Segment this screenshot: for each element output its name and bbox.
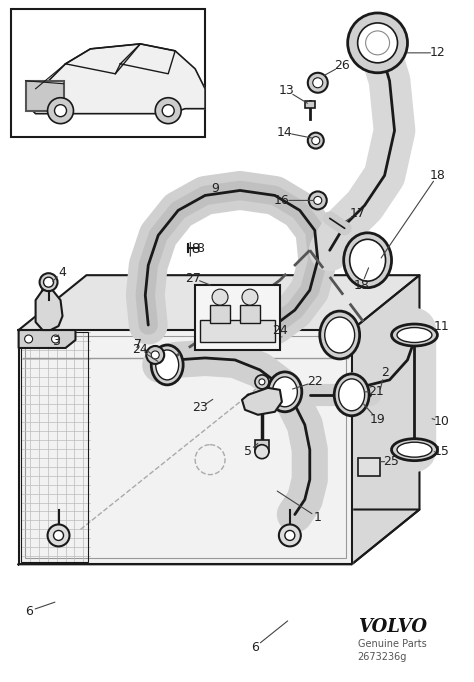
- Polygon shape: [18, 330, 75, 348]
- Circle shape: [309, 192, 327, 209]
- Bar: [200, 320, 275, 342]
- Ellipse shape: [151, 345, 183, 385]
- Bar: [240, 305, 260, 323]
- Circle shape: [47, 98, 73, 123]
- Text: 2673236g: 2673236g: [358, 652, 407, 662]
- Circle shape: [259, 379, 265, 385]
- Circle shape: [285, 531, 295, 540]
- Circle shape: [55, 105, 66, 117]
- Text: 25: 25: [383, 455, 400, 468]
- Text: 10: 10: [433, 415, 449, 428]
- Text: 6: 6: [25, 605, 33, 618]
- Text: 18: 18: [354, 279, 370, 292]
- Polygon shape: [18, 330, 352, 564]
- Circle shape: [313, 78, 323, 88]
- Circle shape: [54, 531, 64, 540]
- Ellipse shape: [397, 327, 432, 342]
- Text: 5: 5: [244, 445, 252, 458]
- Circle shape: [52, 335, 60, 343]
- Text: 17: 17: [350, 207, 365, 220]
- Circle shape: [308, 132, 324, 149]
- Circle shape: [47, 524, 70, 546]
- Text: 14: 14: [277, 126, 293, 139]
- Text: VOLVO: VOLVO: [358, 618, 427, 636]
- Circle shape: [255, 445, 269, 459]
- Circle shape: [242, 289, 258, 305]
- Ellipse shape: [273, 377, 297, 406]
- Text: 23: 23: [192, 401, 208, 414]
- Text: 19: 19: [370, 413, 385, 426]
- Text: 2: 2: [381, 366, 389, 379]
- Circle shape: [308, 73, 328, 93]
- Text: 8: 8: [196, 242, 204, 255]
- Bar: [11, 9, 205, 136]
- Polygon shape: [36, 290, 63, 330]
- Bar: [21, 332, 89, 563]
- Ellipse shape: [397, 442, 432, 457]
- Ellipse shape: [392, 324, 438, 346]
- Circle shape: [279, 524, 301, 546]
- Circle shape: [162, 105, 174, 117]
- Text: 24: 24: [272, 323, 288, 336]
- Circle shape: [40, 273, 57, 291]
- Text: 9: 9: [211, 182, 219, 195]
- Polygon shape: [18, 276, 419, 330]
- Text: 15: 15: [433, 445, 449, 458]
- Text: Genuine Parts: Genuine Parts: [358, 639, 427, 649]
- Ellipse shape: [320, 311, 360, 359]
- Ellipse shape: [334, 374, 369, 416]
- Text: 1: 1: [314, 511, 322, 524]
- Text: 4: 4: [59, 266, 66, 279]
- Text: 6: 6: [251, 640, 259, 653]
- Ellipse shape: [339, 379, 365, 411]
- Text: 16: 16: [274, 194, 290, 207]
- Circle shape: [44, 277, 54, 287]
- Text: 7: 7: [134, 338, 142, 351]
- Text: 18: 18: [429, 169, 446, 182]
- Polygon shape: [352, 276, 419, 564]
- Polygon shape: [31, 44, 205, 114]
- Polygon shape: [18, 509, 419, 564]
- Circle shape: [365, 31, 390, 55]
- Text: 22: 22: [307, 375, 323, 388]
- Ellipse shape: [156, 350, 179, 380]
- Ellipse shape: [325, 317, 355, 353]
- Circle shape: [255, 375, 269, 389]
- Circle shape: [151, 351, 159, 359]
- Bar: [26, 80, 64, 110]
- Bar: [255, 440, 269, 451]
- Circle shape: [212, 289, 228, 305]
- Ellipse shape: [268, 372, 302, 412]
- Circle shape: [155, 98, 181, 123]
- Text: 13: 13: [279, 85, 295, 98]
- Bar: [25, 336, 346, 559]
- Text: |8: |8: [187, 241, 201, 256]
- Circle shape: [314, 196, 322, 205]
- Circle shape: [312, 136, 320, 145]
- Text: 3: 3: [52, 336, 59, 349]
- Ellipse shape: [392, 439, 438, 460]
- Ellipse shape: [350, 239, 385, 281]
- Text: 24: 24: [132, 344, 148, 357]
- Circle shape: [358, 23, 398, 63]
- Text: 11: 11: [434, 320, 449, 333]
- Text: 27: 27: [185, 271, 201, 284]
- Circle shape: [25, 335, 33, 343]
- Bar: [210, 305, 230, 323]
- Text: 21: 21: [368, 385, 383, 398]
- Polygon shape: [242, 388, 282, 415]
- Text: 26: 26: [334, 59, 349, 72]
- Bar: [358, 458, 380, 475]
- Circle shape: [347, 13, 408, 73]
- Circle shape: [146, 346, 164, 364]
- Text: 12: 12: [429, 46, 445, 59]
- Bar: [305, 101, 315, 108]
- Ellipse shape: [344, 233, 392, 288]
- Bar: [195, 285, 280, 350]
